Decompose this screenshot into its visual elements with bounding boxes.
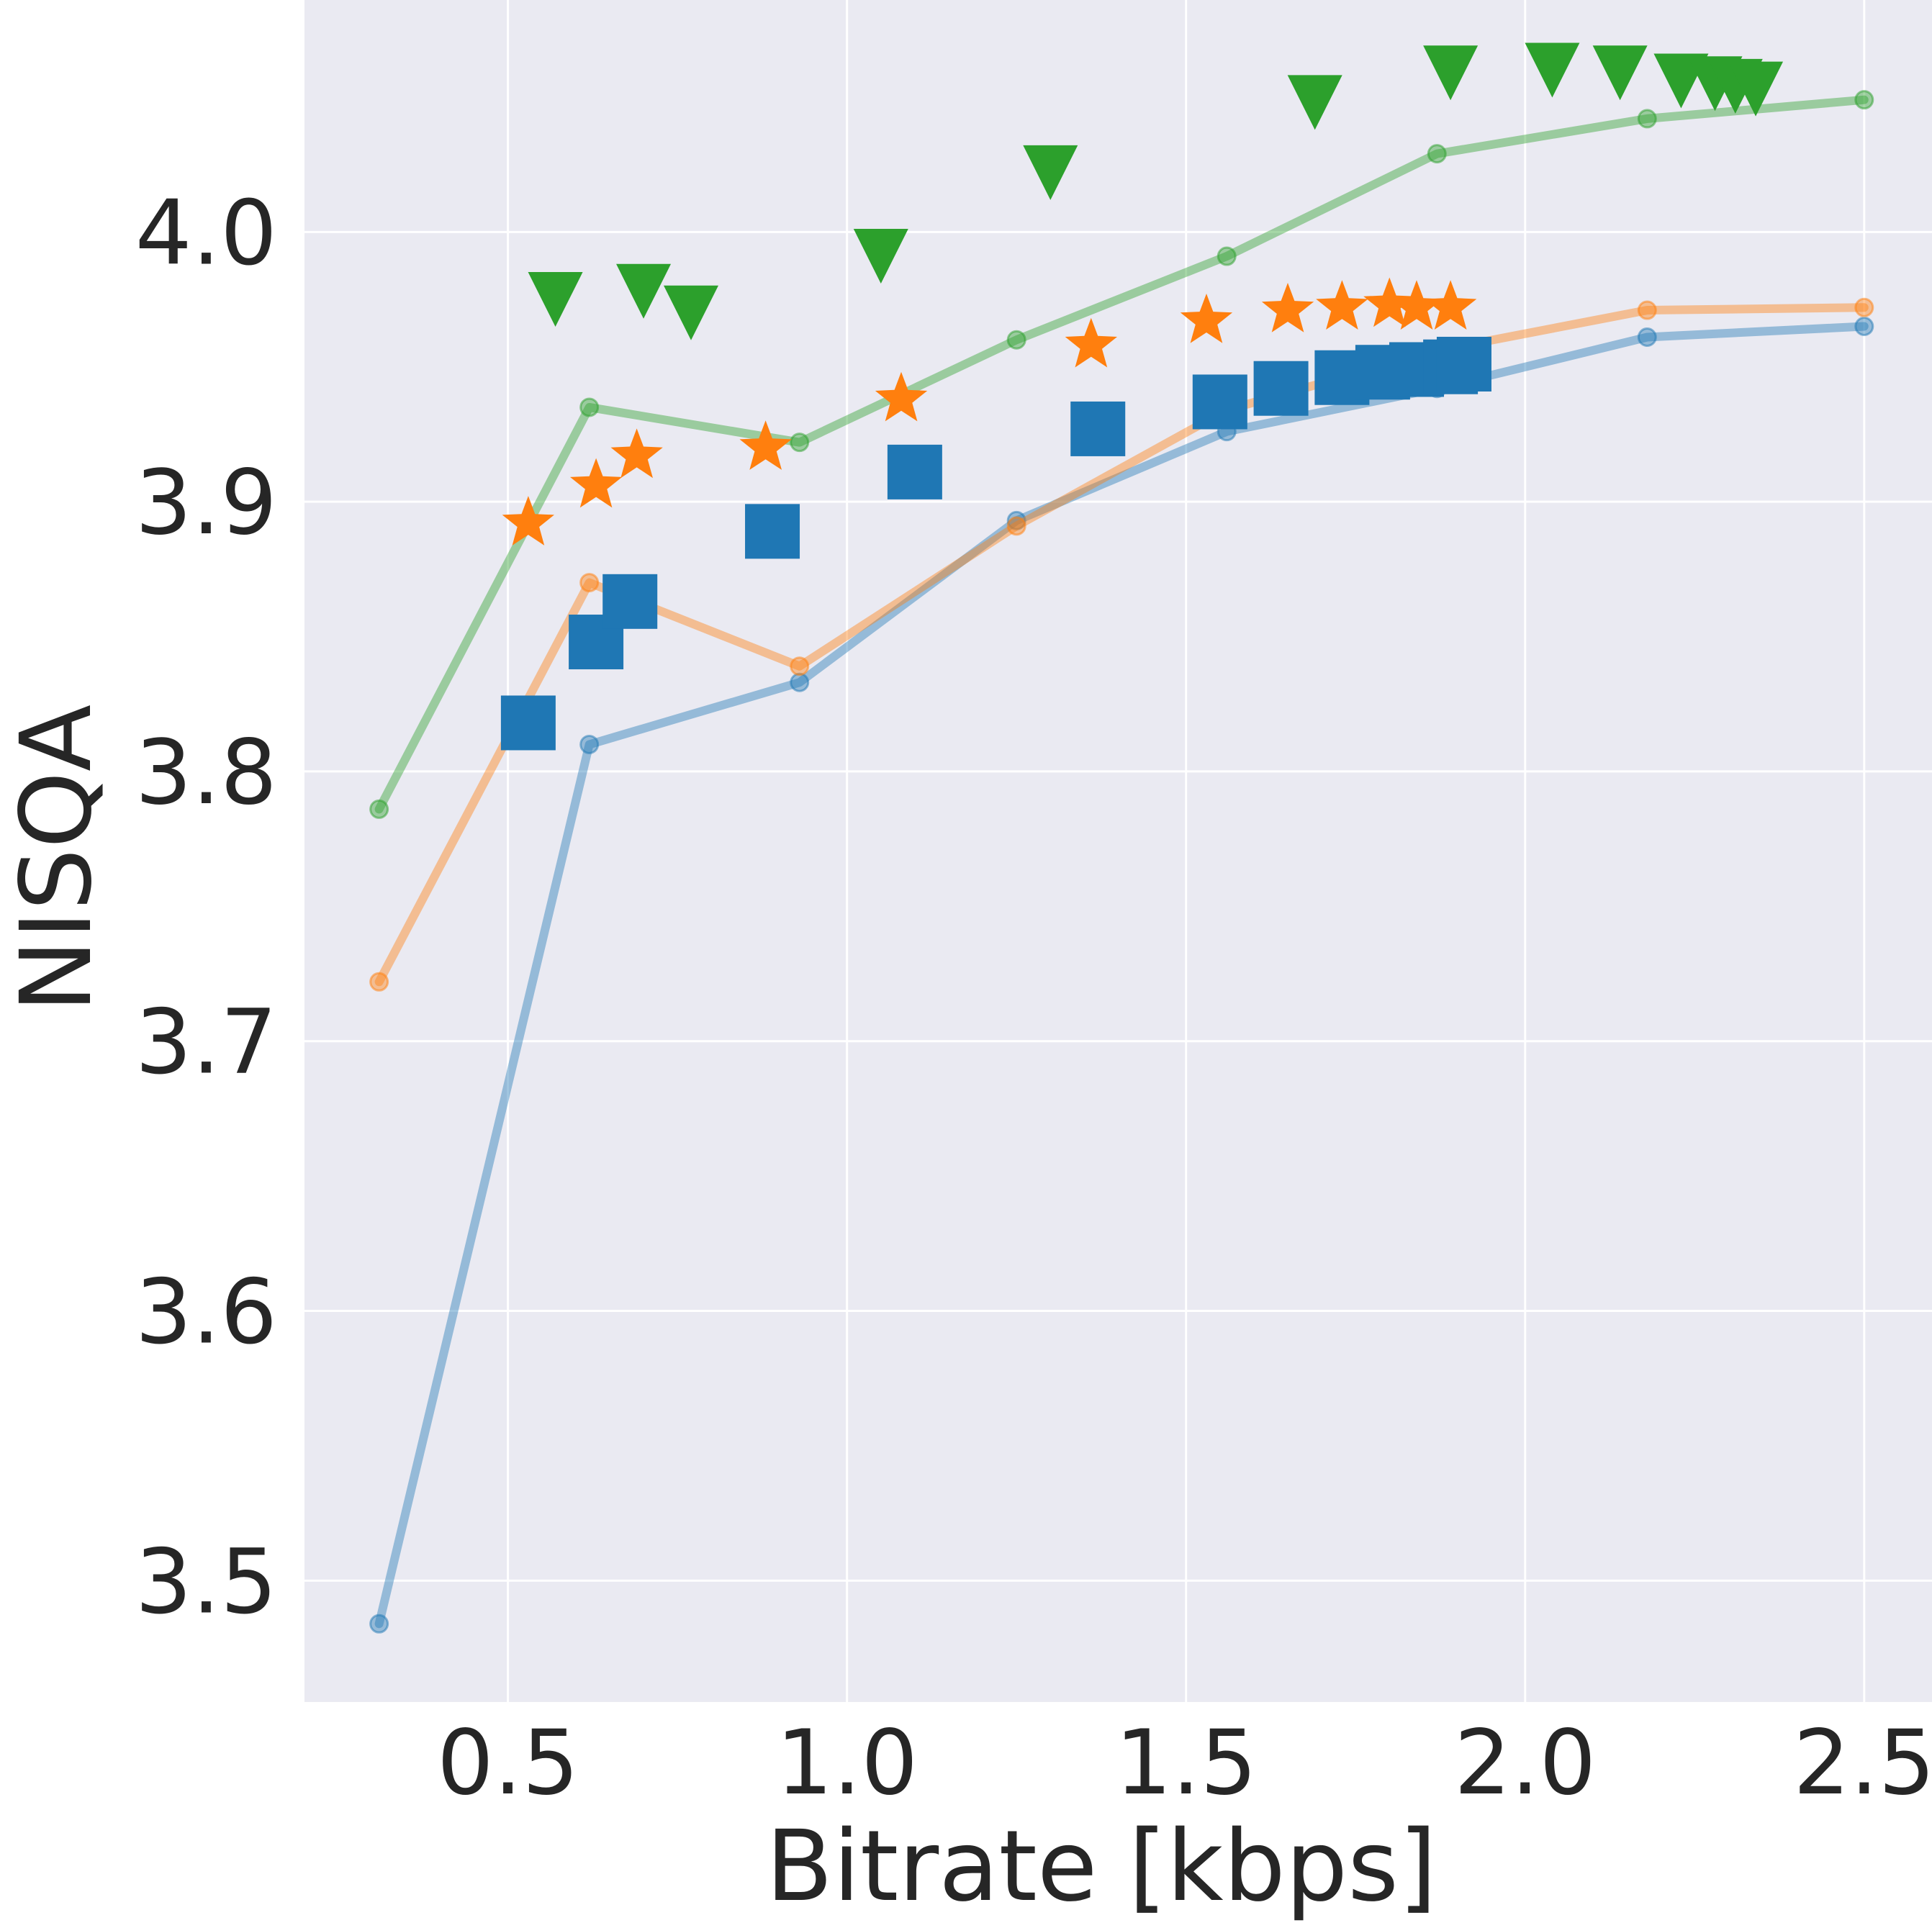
triangle-point	[1423, 45, 1479, 101]
line-point	[790, 672, 810, 692]
triangle-point	[663, 285, 718, 340]
line-point	[790, 656, 810, 676]
line-point	[1854, 317, 1874, 337]
square-point	[602, 574, 658, 629]
x-tick-label: 0.5	[437, 1711, 579, 1815]
series-markers	[500, 42, 1784, 751]
line-point	[1854, 297, 1874, 317]
x-tick-label: 2.5	[1793, 1711, 1932, 1815]
y-tick-label: 3.6	[135, 1261, 277, 1364]
line-point	[1854, 90, 1874, 110]
star-point	[570, 458, 623, 508]
series-lines	[369, 90, 1874, 1634]
line-point	[1637, 109, 1657, 129]
y-tick-label: 4.0	[135, 181, 277, 285]
triangle-point	[1023, 145, 1078, 200]
y-tick-label: 3.8	[135, 721, 277, 825]
series-line	[374, 95, 1869, 814]
y-axis-label: NISQA	[0, 705, 114, 1013]
x-axis-label: Bitrate [kbps]	[766, 1810, 1437, 1924]
line-point	[1006, 330, 1026, 350]
y-tick-label: 3.9	[135, 451, 277, 555]
triangle-point	[528, 272, 583, 327]
line-point	[579, 573, 600, 593]
y-tick-label: 3.7	[135, 991, 277, 1095]
y-tick-label: 3.5	[135, 1530, 277, 1634]
star-point	[1180, 294, 1233, 343]
triangle-point	[1525, 42, 1580, 98]
star-point	[610, 428, 663, 479]
line-point	[1637, 327, 1657, 348]
x-tick-labels: 0.5 1.0 1.5 2.0 2.5	[437, 1711, 1932, 1815]
star-point	[1316, 280, 1368, 330]
x-tick-label: 1.0	[776, 1711, 918, 1815]
line-point	[1006, 516, 1026, 536]
triangle-point	[1592, 45, 1648, 101]
star-point	[1425, 280, 1477, 330]
line-point	[1216, 246, 1237, 266]
square-point	[1192, 374, 1247, 430]
line-point	[579, 397, 600, 417]
line-point	[790, 433, 810, 453]
square-point	[500, 695, 556, 751]
star-point	[502, 496, 554, 546]
square-point	[1436, 336, 1491, 392]
plot-area-background	[304, 0, 1932, 1702]
x-tick-label: 2.0	[1454, 1711, 1596, 1815]
star-point	[1363, 277, 1416, 327]
star-point	[1390, 280, 1443, 330]
line-point	[1637, 300, 1657, 320]
line-point	[369, 972, 389, 992]
triangle-point	[1287, 75, 1342, 130]
x-tick-label: 1.5	[1115, 1711, 1257, 1815]
y-tick-labels: 3.5 3.6 3.7 3.8 3.9 4.0	[135, 181, 277, 1634]
square-point	[1253, 361, 1309, 416]
triangle-point	[616, 263, 672, 319]
grid	[304, 0, 1932, 1702]
line-point	[1427, 144, 1447, 164]
line-point	[369, 1614, 389, 1634]
square-point	[887, 444, 942, 499]
line-point	[579, 734, 600, 754]
triangle-point	[1728, 61, 1784, 117]
line-point	[1006, 510, 1026, 530]
star-point	[875, 371, 928, 422]
square-point	[745, 504, 800, 559]
star-point	[739, 420, 792, 470]
series-line	[374, 322, 1869, 1629]
line-point	[369, 799, 389, 819]
triangle-point	[853, 229, 908, 284]
star-point	[1261, 283, 1314, 332]
star-point	[1065, 317, 1117, 368]
square-point	[1070, 401, 1126, 456]
